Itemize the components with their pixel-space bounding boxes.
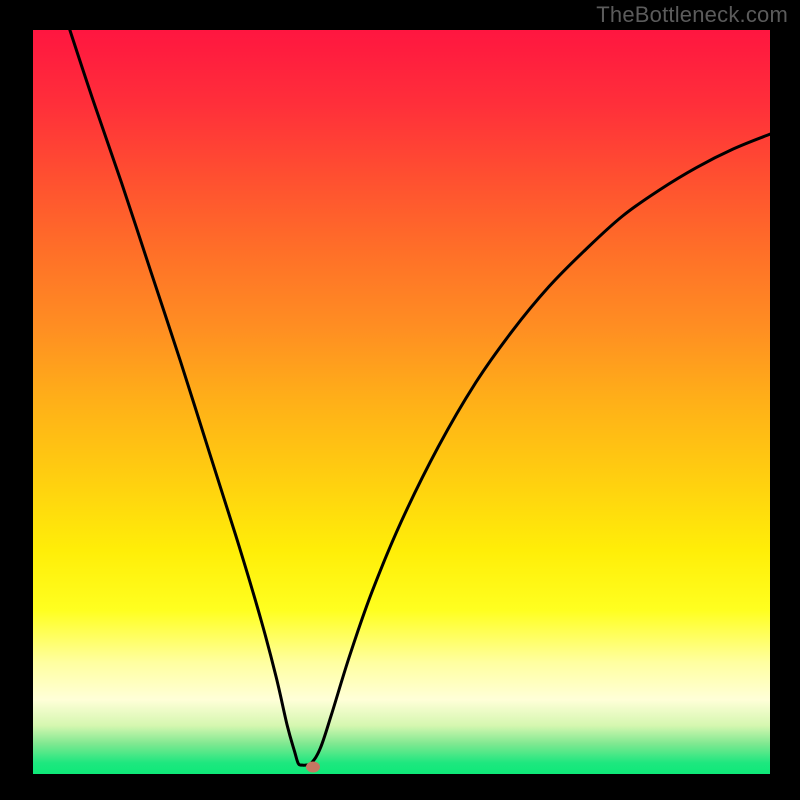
chart-minimum-marker xyxy=(306,761,320,772)
chart-curve xyxy=(33,30,770,774)
watermark-text: TheBottleneck.com xyxy=(596,2,788,28)
chart-plot-area xyxy=(33,30,770,774)
